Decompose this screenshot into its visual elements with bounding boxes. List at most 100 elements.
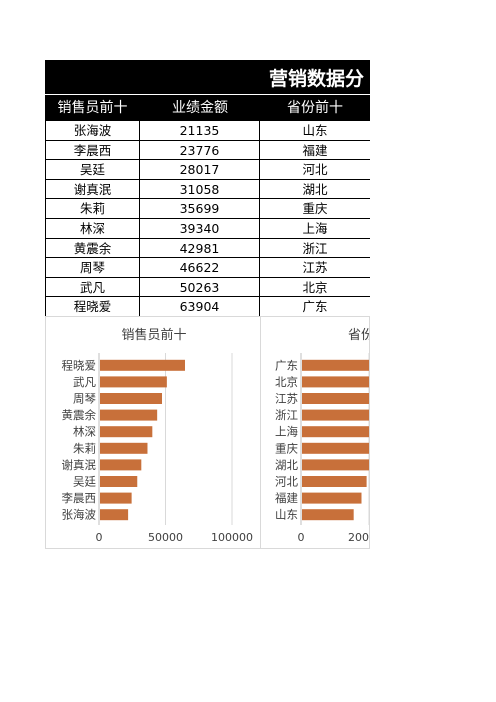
sheet-title: 营销数据分 bbox=[269, 68, 365, 90]
y-tick-label: 黄震余 bbox=[62, 408, 97, 422]
cell-province: 河北 bbox=[260, 160, 370, 180]
cell-province: 湖北 bbox=[260, 180, 370, 200]
cell-province: 山东 bbox=[260, 121, 370, 141]
bar bbox=[302, 376, 369, 388]
x-tick-label: 100000 bbox=[211, 531, 253, 544]
bar bbox=[100, 393, 163, 404]
table-row: 朱莉 35699 重庆 bbox=[45, 199, 370, 219]
y-tick-label: 谢真泯 bbox=[62, 458, 97, 472]
bar bbox=[302, 492, 362, 504]
cell-amount: 21135 bbox=[140, 121, 260, 141]
cell-province: 重庆 bbox=[260, 199, 370, 219]
cell-salesperson: 程晓爱 bbox=[45, 297, 140, 317]
cell-salesperson: 朱莉 bbox=[45, 199, 140, 219]
cell-amount: 23776 bbox=[140, 140, 260, 161]
y-tick-label: 山东 bbox=[275, 508, 298, 522]
cell-salesperson: 武凡 bbox=[45, 277, 140, 298]
x-tick-label: 50000 bbox=[148, 531, 183, 544]
header-province: 省份前十 bbox=[287, 100, 343, 116]
cell-salesperson: 吴廷 bbox=[45, 160, 140, 180]
y-tick-label: 林深 bbox=[73, 425, 96, 439]
table-row: 李晨西 23776 福建 bbox=[45, 140, 370, 161]
y-tick-label: 北京 bbox=[275, 375, 298, 389]
x-tick-label: 200000 bbox=[348, 531, 370, 544]
bar bbox=[302, 509, 354, 521]
table-header: 销售员前十 业绩金额 省份前十 bbox=[45, 94, 370, 121]
y-tick-label: 广东 bbox=[275, 358, 298, 372]
bar bbox=[302, 409, 369, 421]
bar bbox=[100, 492, 132, 504]
table-row: 黄震余 42981 浙江 bbox=[45, 238, 370, 259]
cell-province: 上海 bbox=[260, 219, 370, 239]
y-tick-label: 李晨西 bbox=[62, 491, 97, 505]
bar bbox=[100, 476, 138, 487]
cell-amount: 28017 bbox=[140, 160, 260, 180]
bar bbox=[302, 459, 369, 471]
table-row: 武凡 50263 北京 bbox=[45, 277, 370, 298]
charts-area: 销售员前十 0 50000 100000 程晓爱武凡周琴黄震余林深朱莉谢真泯吴廷李晨西张… bbox=[45, 316, 370, 549]
bar bbox=[100, 376, 167, 388]
table-body: 张海波 21135 山东 李晨西 23776 福建 吴廷 28017 河北 谢真泯 31058 湖北朱… bbox=[45, 121, 370, 317]
chart-title: 省份 bbox=[348, 328, 370, 343]
y-tick-label: 上海 bbox=[275, 425, 298, 439]
cell-amount: 39340 bbox=[140, 218, 260, 239]
y-tick-label: 湖北 bbox=[275, 458, 298, 472]
table-row: 程晓爱 63904 广东 bbox=[45, 297, 370, 317]
table-row: 吴廷 28017 河北 bbox=[45, 160, 370, 180]
salesperson-chart: 销售员前十 0 50000 100000 程晓爱武凡周琴黄震余林深朱莉谢真泯吴廷李晨西张… bbox=[45, 316, 261, 549]
header-salesperson: 销售员前十 bbox=[57, 100, 128, 116]
table-row: 周琴 46622 江苏 bbox=[45, 258, 370, 278]
chart-title: 销售员前十 bbox=[121, 327, 186, 343]
y-tick-label: 吴廷 bbox=[73, 475, 96, 489]
table-row: 张海波 21135 山东 bbox=[45, 121, 370, 141]
cell-salesperson: 林深 bbox=[45, 218, 140, 239]
bar bbox=[302, 393, 369, 404]
cell-salesperson: 李晨西 bbox=[45, 140, 140, 161]
cell-province: 福建 bbox=[260, 141, 370, 161]
y-tick-label: 河北 bbox=[275, 475, 298, 489]
cell-salesperson: 张海波 bbox=[45, 121, 140, 141]
y-tick-label: 浙江 bbox=[275, 408, 298, 422]
bar bbox=[302, 476, 367, 487]
cell-province: 浙江 bbox=[260, 239, 370, 259]
y-tick-label: 程晓爱 bbox=[62, 358, 97, 372]
y-tick-label: 福建 bbox=[275, 491, 298, 505]
y-tick-label: 张海波 bbox=[62, 508, 97, 522]
y-tick-label: 江苏 bbox=[275, 392, 298, 406]
y-tick-label: 重庆 bbox=[275, 441, 298, 455]
y-tick-label: 周琴 bbox=[73, 392, 96, 406]
bar bbox=[302, 359, 369, 371]
y-tick-label: 武凡 bbox=[73, 375, 96, 389]
y-tick-label: 朱莉 bbox=[73, 441, 96, 455]
bar bbox=[100, 509, 129, 521]
sales-table: 营销数据分 销售员前十 业绩金额 省份前十 张海波 21135 山东 李晨西 23776… bbox=[45, 60, 370, 317]
cell-province: 江苏 bbox=[260, 258, 370, 278]
bar bbox=[302, 442, 369, 454]
title-bar: 营销数据分 bbox=[45, 60, 370, 94]
bar bbox=[100, 426, 153, 438]
table-row: 林深 39340 上海 bbox=[45, 218, 370, 239]
cell-amount: 35699 bbox=[140, 199, 260, 219]
cell-province: 北京 bbox=[260, 278, 370, 298]
cell-province: 广东 bbox=[260, 297, 370, 317]
cell-salesperson: 谢真泯 bbox=[45, 179, 140, 200]
cell-amount: 31058 bbox=[140, 179, 260, 200]
cell-amount: 46622 bbox=[140, 258, 260, 278]
table-row: 谢真泯 31058 湖北 bbox=[45, 179, 370, 200]
header-amount: 业绩金额 bbox=[172, 100, 228, 116]
x-tick-label: 0 bbox=[96, 531, 103, 544]
cell-amount: 42981 bbox=[140, 238, 260, 259]
salesperson-bar-chart: 销售员前十 0 50000 100000 程晓爱武凡周琴黄震余林深朱莉谢真泯吴廷李晨西张… bbox=[62, 327, 254, 544]
cell-salesperson: 黄震余 bbox=[45, 238, 140, 259]
cell-amount: 63904 bbox=[140, 297, 260, 317]
x-tick-label: 0 bbox=[298, 531, 305, 544]
bar bbox=[302, 426, 369, 438]
bar bbox=[100, 359, 185, 371]
bar bbox=[100, 442, 148, 454]
cell-amount: 50263 bbox=[140, 277, 260, 298]
cell-salesperson: 周琴 bbox=[45, 258, 140, 278]
bar bbox=[100, 459, 142, 471]
bar bbox=[100, 409, 158, 421]
